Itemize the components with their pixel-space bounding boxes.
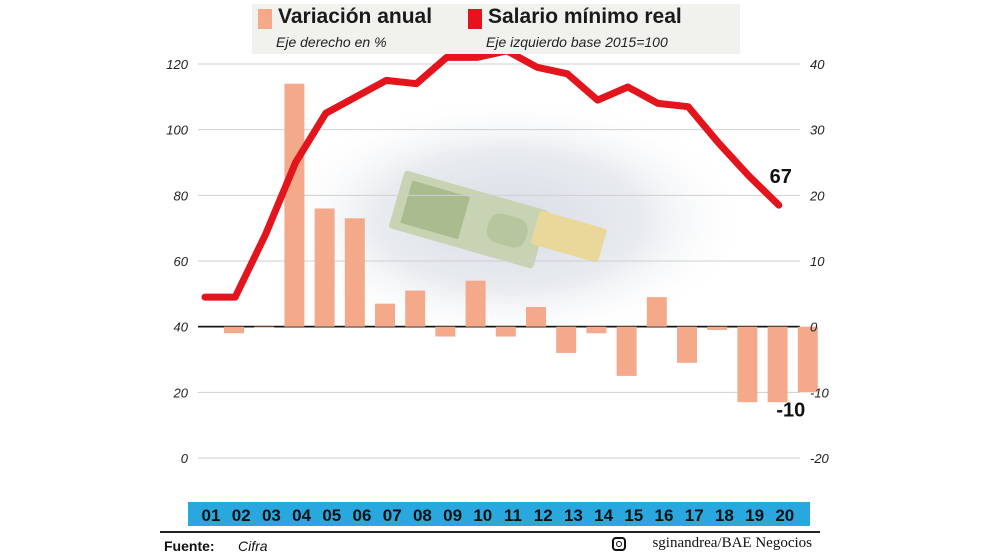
bar-13	[586, 326, 607, 334]
bar-11	[526, 306, 546, 327]
footer-rule	[160, 531, 820, 533]
left-tick-label: 60	[174, 254, 189, 269]
bar-09	[465, 280, 486, 327]
legend-label-variacion: Variación anual	[278, 5, 433, 28]
bar-03	[284, 83, 305, 327]
salario-line	[201, 47, 783, 301]
legend-note-salario: Eje izquierdo base 2015=100	[486, 34, 668, 50]
right-tick-label: 0	[810, 320, 818, 335]
bar-19	[767, 326, 788, 403]
bar-10	[495, 326, 516, 337]
right-tick-label: 10	[810, 254, 825, 269]
left-tick-label: 80	[174, 188, 189, 203]
source-label: Fuente:	[164, 538, 215, 554]
right-tick-label: 20	[809, 188, 825, 203]
left-tick-label: 120	[166, 57, 188, 72]
legend-label-salario: Salario mínimo real	[488, 5, 682, 28]
year-axis-band	[188, 502, 810, 526]
bar-05	[344, 218, 365, 327]
bar-12	[556, 326, 577, 353]
background-photo	[270, 95, 750, 345]
bar-02	[254, 326, 275, 328]
bar-14	[616, 326, 637, 376]
legend-swatch-salario	[468, 9, 482, 29]
annotation-label: -10	[776, 399, 805, 421]
right-tick-label: -20	[810, 451, 830, 466]
left-tick-label: 0	[181, 451, 189, 466]
right-tick-label: -10	[810, 385, 830, 400]
legend-swatch-variacion	[258, 9, 272, 29]
bar-15	[646, 297, 667, 327]
legend-note-variacion: Eje derecho en %	[276, 34, 387, 50]
bar-16	[677, 326, 697, 363]
line-series	[201, 47, 783, 301]
bar-01	[224, 326, 244, 334]
legend: Variación anual Eje derecho en % Salario…	[252, 4, 740, 54]
left-tick-label: 100	[166, 123, 188, 138]
right-tick-label: 30	[810, 123, 825, 138]
annotation-label: 67	[770, 166, 792, 188]
bar-20	[797, 326, 818, 393]
bar-18	[737, 326, 758, 403]
chart-labels: 0 20 40 60 80 100 120 -20 -10 0 10 20 30 40 67 -10	[166, 57, 829, 466]
bar-08	[435, 326, 456, 337]
instagram-icon	[612, 537, 626, 551]
source-value: Cifra	[238, 538, 268, 554]
left-tick-label: 40	[174, 320, 189, 335]
bar-04	[314, 208, 335, 327]
right-tick-label: 40	[810, 57, 825, 72]
bar-06	[375, 303, 395, 327]
left-tick-label: 20	[173, 385, 189, 400]
bar-07	[405, 290, 426, 327]
credit-text: sginandrea/BAE Negocios	[652, 535, 812, 551]
bar-17	[707, 326, 728, 330]
bar-series	[224, 83, 818, 403]
